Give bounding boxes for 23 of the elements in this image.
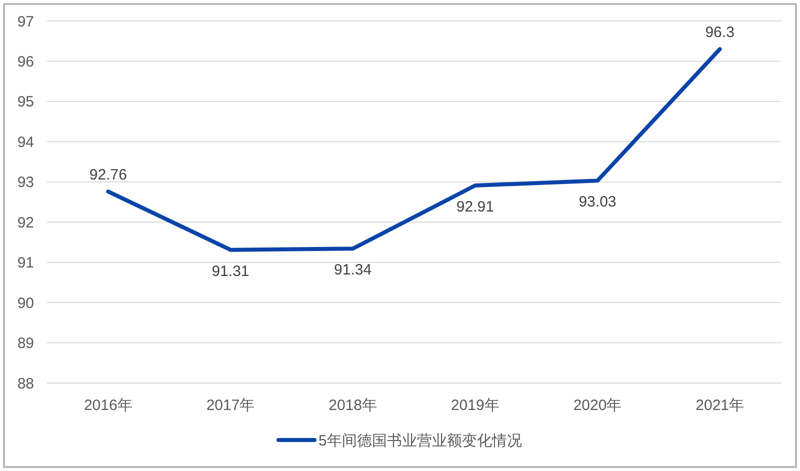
x-tick-label: 2018年 [328,397,378,414]
y-tick-label: 96 [17,53,34,70]
y-tick-label: 92 [17,214,34,232]
y-tick-label: 89 [17,335,34,352]
y-tick-label: 91 [17,254,34,272]
data-label: 91.31 [212,262,250,280]
x-tick-label: 2020年 [573,397,622,414]
x-tick-label: 2017年 [206,397,255,414]
data-label: 92.76 [89,166,127,184]
x-tick-label: 2019年 [450,397,500,414]
x-tick-label: 2016年 [84,397,132,414]
y-tick-label: 88 [17,375,34,392]
y-tick-label: 94 [17,134,34,151]
y-tick-label: 95 [17,94,34,111]
legend-label: 5年间德国书业营业额变化情况 [318,432,522,450]
y-tick-label: 93 [17,174,34,192]
data-label: 96.3 [705,24,734,42]
y-tick-label: 97 [17,13,34,30]
x-tick-label: 2021年 [696,397,744,414]
data-label: 92.91 [456,198,494,216]
y-tick-label: 90 [17,294,34,312]
data-label: 93.03 [578,194,616,211]
data-label: 91.34 [334,262,372,279]
